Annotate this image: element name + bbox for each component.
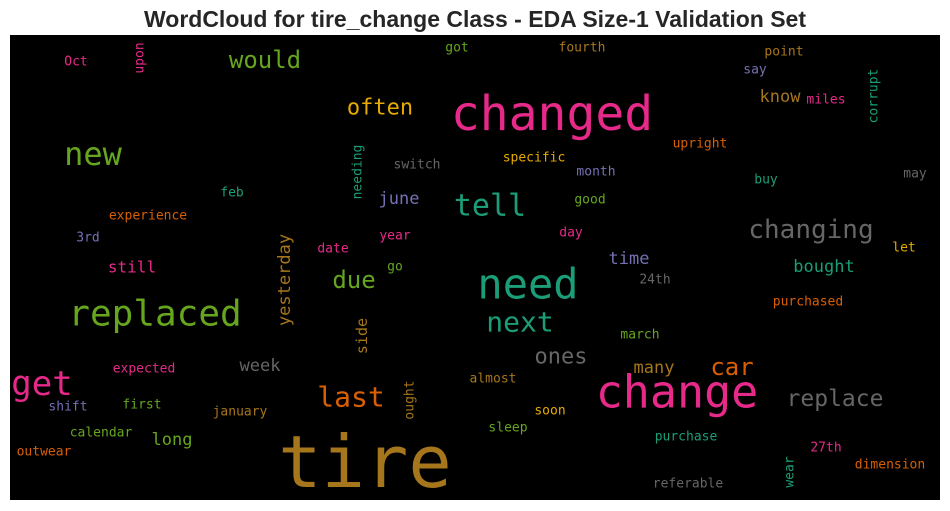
word: january — [213, 405, 268, 420]
word: would — [229, 46, 301, 74]
word: corrupt — [867, 69, 882, 124]
word: long — [152, 430, 193, 450]
word: ought — [403, 380, 418, 419]
word: purchase — [655, 430, 718, 445]
word: purchased — [773, 295, 843, 310]
word: needing — [351, 145, 366, 200]
word: first — [122, 398, 161, 413]
word: yesterday — [275, 234, 295, 326]
word: outwear — [17, 445, 72, 460]
word: referable — [653, 477, 724, 492]
word: let — [892, 241, 915, 256]
word: sleep — [488, 421, 527, 436]
word: know — [760, 87, 802, 107]
word: good — [574, 193, 605, 208]
word: fourth — [559, 41, 606, 56]
word: Oct — [64, 55, 87, 70]
word: last — [317, 381, 384, 414]
word: get — [11, 364, 72, 404]
word: buy — [754, 173, 778, 188]
word: next — [486, 306, 553, 339]
word: june — [379, 189, 420, 209]
word: switch — [394, 158, 441, 173]
word: dimension — [855, 458, 925, 473]
cloud-background — [10, 35, 940, 500]
word: changed — [451, 86, 653, 142]
word: tell — [454, 189, 526, 224]
word: date — [317, 242, 348, 257]
word: week — [240, 356, 281, 376]
word: due — [332, 266, 375, 294]
word: change — [596, 366, 759, 419]
word: expected — [113, 362, 176, 377]
word: point — [764, 45, 803, 60]
word: 24th — [639, 273, 670, 288]
word: soon — [534, 404, 565, 419]
word: changing — [748, 215, 873, 245]
word: year — [379, 229, 410, 244]
word: wear — [783, 456, 798, 487]
word: may — [903, 167, 927, 182]
word: day — [559, 226, 583, 241]
word: miles — [806, 93, 845, 108]
word: say — [743, 63, 767, 78]
word: shift — [48, 400, 87, 415]
word: new — [64, 135, 123, 173]
word: car — [710, 353, 753, 381]
word: upon — [133, 42, 148, 73]
word: side — [353, 318, 371, 354]
word: go — [387, 260, 403, 275]
word: month — [576, 165, 615, 180]
word: tire — [278, 420, 451, 504]
word: time — [609, 249, 650, 269]
word: bought — [793, 257, 854, 277]
word: 3rd — [76, 231, 99, 246]
word: need — [477, 260, 578, 309]
word: ones — [535, 345, 588, 370]
word: replace — [787, 386, 884, 412]
word: still — [108, 258, 156, 277]
word: feb — [220, 186, 244, 201]
word: often — [347, 96, 413, 121]
word: march — [620, 328, 659, 343]
word: upright — [673, 137, 728, 152]
word: got — [445, 41, 468, 56]
chart-title: WordCloud for tire_change Class - EDA Si… — [144, 6, 806, 32]
word: experience — [109, 209, 187, 224]
word: specific — [503, 151, 566, 166]
word: many — [634, 358, 675, 378]
word: replaced — [68, 294, 241, 335]
word: 27th — [810, 441, 841, 456]
word: almost — [470, 372, 517, 387]
word: calendar — [70, 426, 133, 441]
